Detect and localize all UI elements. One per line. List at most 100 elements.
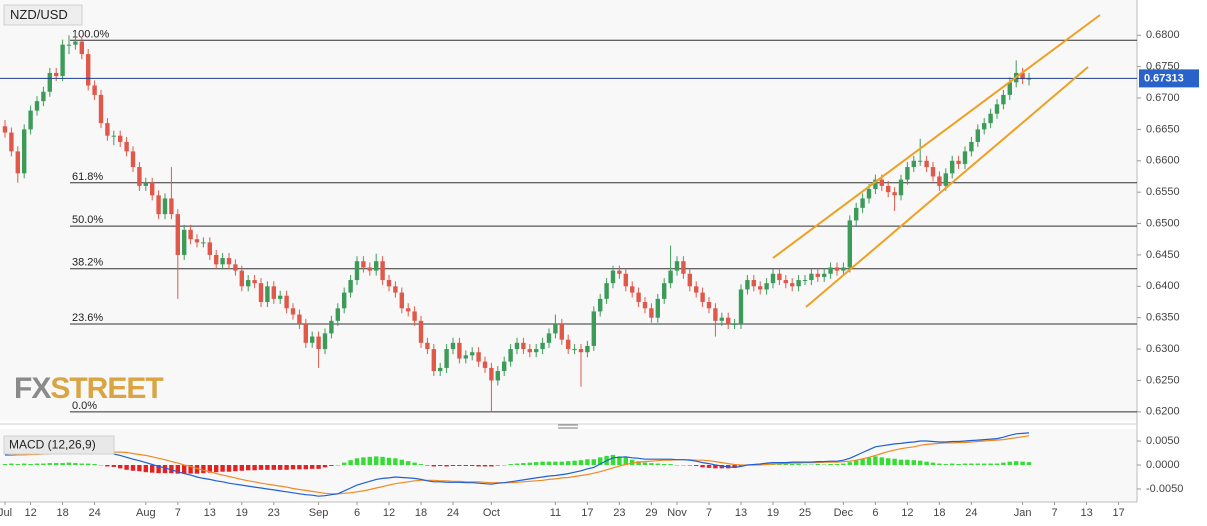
histogram-bar (866, 457, 872, 465)
candle-body (950, 160, 955, 174)
candle-body (828, 267, 833, 274)
candle-body (898, 179, 904, 196)
histogram-bar (156, 465, 161, 474)
candle-body (175, 214, 180, 255)
candle-body (553, 323, 558, 334)
histogram-bar (271, 465, 276, 470)
histogram-bar (92, 464, 97, 465)
y-tick-label: 0.6650 (1146, 123, 1180, 135)
histogram-bar (521, 463, 526, 465)
histogram-bar (969, 463, 974, 465)
candle-body (655, 298, 660, 318)
candle-body (310, 336, 315, 343)
histogram-bar (802, 464, 808, 466)
histogram-bar (41, 463, 46, 465)
candle-body (892, 192, 897, 196)
candle-body (47, 72, 52, 92)
candle-body (66, 44, 72, 46)
x-tick-label: 7 (706, 507, 712, 519)
x-tick-label: 11 (550, 507, 561, 519)
candle-body (418, 320, 424, 343)
fib-label: 23.6% (72, 312, 103, 324)
candle-body (303, 323, 308, 343)
histogram-bar (137, 465, 142, 472)
histogram-bar (482, 465, 488, 467)
x-tick-label: 6 (354, 507, 360, 519)
histogram-bar (399, 459, 404, 465)
histogram-bar (546, 461, 552, 465)
candle-body (585, 345, 590, 353)
fib-label: 61.8% (72, 171, 103, 183)
candle-body (886, 185, 891, 193)
histogram-bar (194, 465, 200, 474)
histogram-bar (1001, 462, 1006, 465)
candle-body (111, 135, 116, 137)
x-tick-label: 24 (965, 507, 977, 519)
histogram-bar (502, 465, 507, 466)
separator-handle[interactable] (558, 424, 578, 429)
candle-body (860, 198, 865, 208)
histogram-bar (34, 463, 40, 465)
candle-body (354, 261, 360, 281)
candle-body (489, 367, 494, 381)
fib-label: 38.2% (72, 257, 103, 269)
fib-label: 100.0% (72, 28, 110, 40)
x-tick-label: 18 (415, 507, 427, 519)
x-tick-label: 29 (645, 507, 657, 519)
candle-body (169, 198, 174, 215)
histogram-bar (226, 465, 232, 472)
candle-body (630, 286, 635, 293)
candle-body (578, 349, 584, 353)
logo-part: STREET (50, 372, 163, 405)
candle-body (92, 85, 97, 95)
histogram-bar (322, 465, 328, 468)
x-tick-label: Aug (136, 507, 156, 519)
histogram-bar (303, 465, 308, 470)
candle-body (2, 126, 8, 133)
histogram-bar (610, 454, 616, 465)
histogram-bar (361, 457, 366, 465)
histogram-bar (566, 461, 571, 465)
histogram-bar (1014, 461, 1019, 465)
candle-body (361, 261, 366, 268)
candle-body (546, 333, 552, 343)
histogram-bar (98, 465, 104, 466)
macd-title: MACD (12,26,9) (9, 438, 96, 452)
candle-body (335, 308, 340, 321)
candle-body (988, 113, 993, 124)
x-tick-label: 19 (236, 507, 248, 519)
candle-body (105, 123, 110, 136)
candle-body (60, 44, 65, 77)
histogram-bar (514, 463, 520, 465)
candle-body (642, 302, 648, 309)
y-tick-label: 0.6700 (1146, 92, 1180, 104)
histogram-bar (406, 461, 411, 465)
histogram-bar (47, 463, 52, 465)
histogram-bar (150, 465, 155, 473)
x-tick-label: 19 (767, 507, 779, 519)
candle-body (79, 41, 84, 55)
candle-body (566, 339, 571, 350)
candle-body (495, 371, 500, 381)
histogram-bar (143, 465, 148, 473)
candle-body (854, 207, 859, 221)
histogram-bar (674, 465, 680, 466)
histogram-bar (617, 456, 622, 465)
histogram-bar (662, 464, 667, 465)
histogram-bar (937, 463, 942, 465)
candle-body (559, 323, 564, 340)
histogram-bar (777, 464, 782, 465)
candle-body (879, 179, 884, 186)
candle-body (956, 160, 961, 164)
candle-body (201, 242, 206, 244)
histogram-bar (598, 457, 603, 465)
x-tick-label: 12 (24, 507, 36, 519)
candle-body (924, 160, 929, 168)
fib-label: 0.0% (72, 400, 97, 412)
candle-body (521, 342, 526, 350)
y-tick-label: 0.0000 (1146, 459, 1180, 471)
histogram-bar (898, 459, 904, 465)
histogram-bar (367, 456, 372, 465)
histogram-bar (169, 465, 174, 474)
